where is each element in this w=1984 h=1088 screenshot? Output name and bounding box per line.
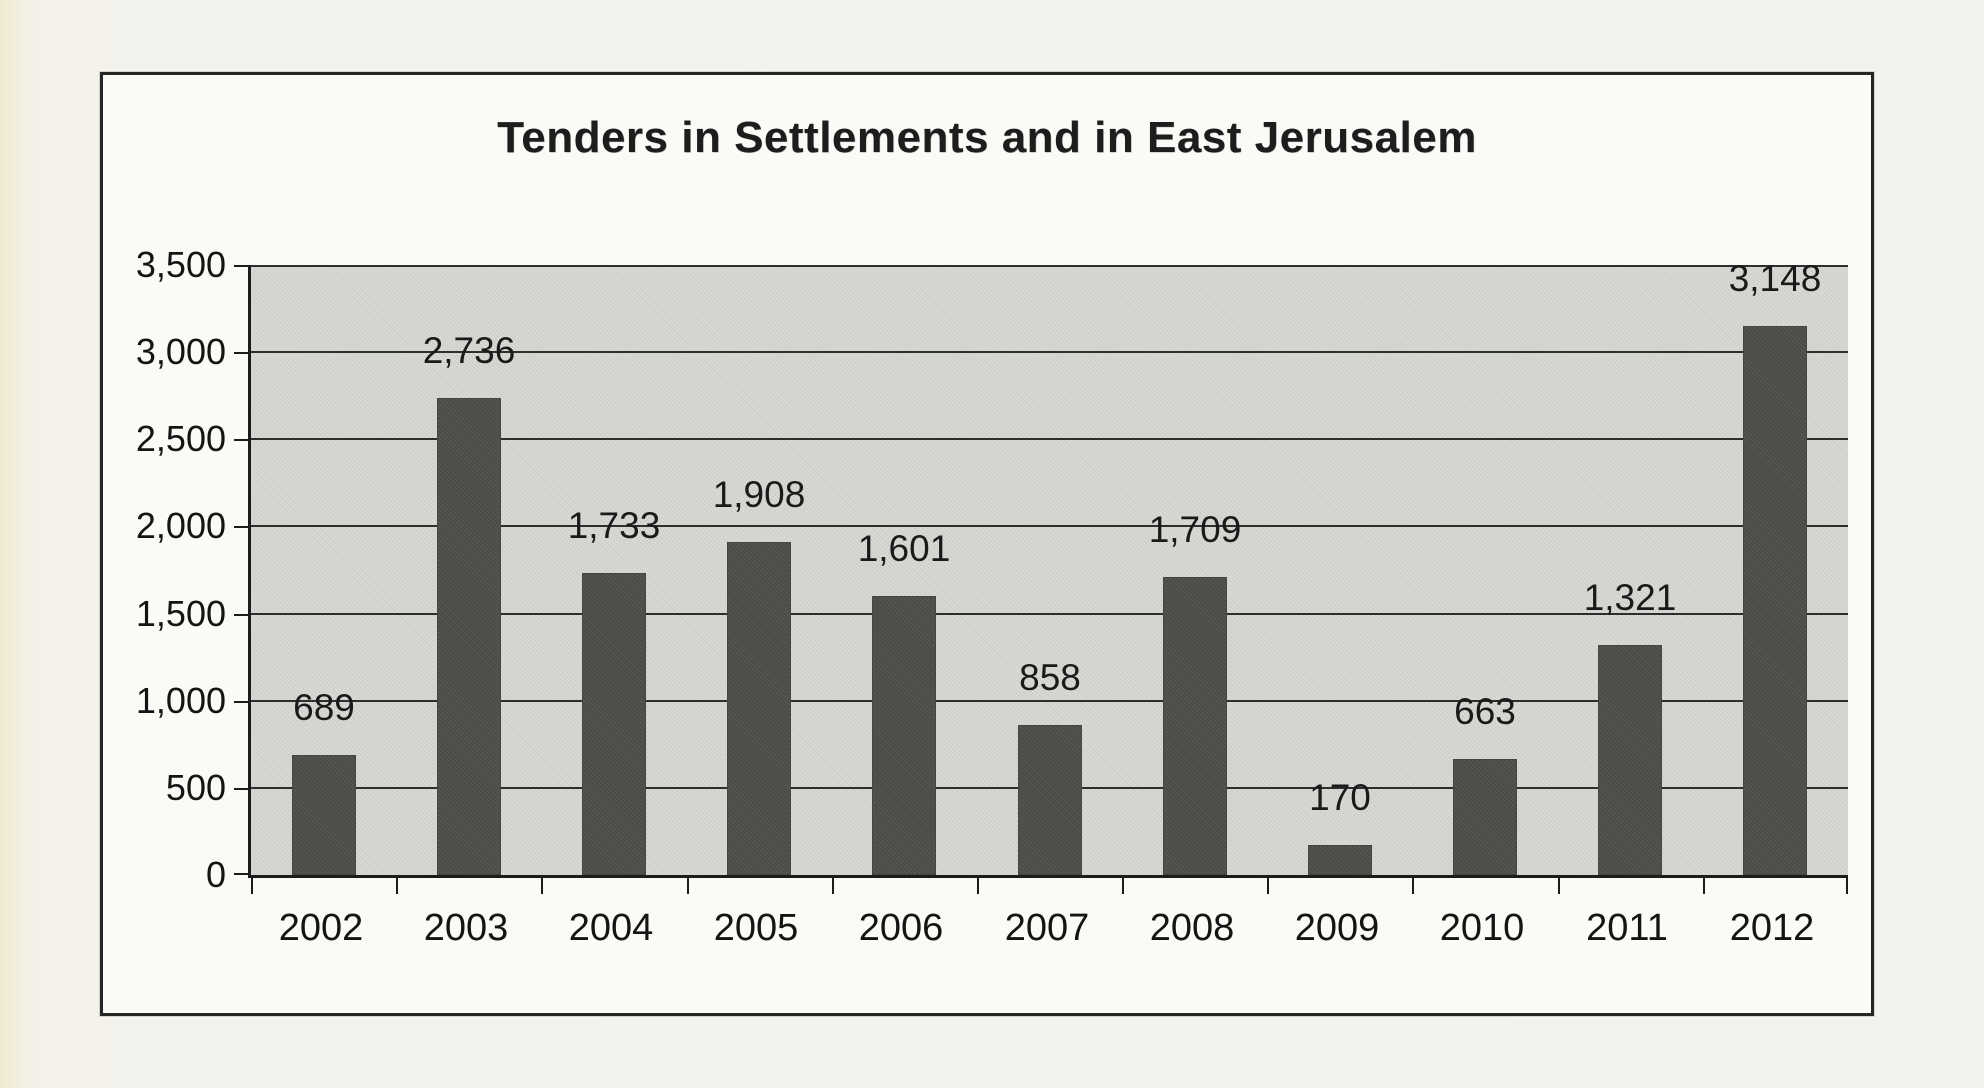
bar-value-label: 689: [293, 687, 355, 728]
y-axis-tick: [234, 526, 248, 529]
x-tick-label-2004: 2004: [568, 907, 654, 949]
x-axis-tick: [1702, 878, 1705, 894]
x-tick-label-2010: 2010: [1439, 907, 1525, 949]
bar-value-label: 1,908: [712, 474, 806, 515]
y-tick-label: 0: [205, 854, 226, 895]
x-tick-label-2002: 2002: [278, 907, 364, 949]
bar-value-label: 2,736: [422, 330, 516, 371]
bar-2003: [437, 398, 501, 875]
y-tick-label: 3,500: [135, 244, 226, 285]
y-axis-tick: [234, 873, 248, 875]
gridline: [251, 438, 1848, 441]
bar-value-label: 1,733: [567, 505, 661, 546]
x-axis-tick: [1557, 878, 1560, 894]
y-tick-label: 2,000: [135, 505, 226, 547]
bar-2011: [1598, 645, 1662, 875]
x-axis-tick: [541, 878, 544, 894]
bar-value-label: 3,148: [1728, 258, 1822, 299]
bar-2009: [1308, 845, 1372, 875]
gridline: [251, 612, 1848, 615]
x-axis-tick: [831, 878, 834, 894]
x-axis-tick: [1412, 878, 1415, 894]
chart-frame: Tenders in Settlements and in East Jerus…: [100, 72, 1874, 1016]
chart-title: Tenders in Settlements and in East Jerus…: [497, 113, 1477, 162]
y-axis-tick: [234, 787, 248, 790]
gridline: [251, 265, 1848, 267]
y-axis-tick: [234, 439, 248, 442]
x-axis-tick: [686, 878, 689, 894]
bar-value-label: 663: [1454, 691, 1516, 732]
bar-2010: [1453, 759, 1517, 875]
x-tick-label-2007: 2007: [1004, 907, 1090, 949]
bar-value-label: 1,601: [857, 528, 951, 569]
y-axis-tick: [234, 700, 248, 703]
gridline: [251, 525, 1848, 528]
y-axis-tick: [234, 613, 248, 616]
y-axis-tick: [234, 265, 248, 267]
x-axis-tick: [396, 878, 399, 894]
x-tick-label-2008: 2008: [1149, 907, 1235, 949]
bar-2012: [1743, 326, 1807, 875]
y-tick-label: 2,500: [135, 418, 226, 460]
bar-2008: [1163, 577, 1227, 875]
bar-2005: [727, 542, 791, 875]
bar-value-label: 858: [1019, 657, 1081, 698]
x-tick-label-2012: 2012: [1729, 907, 1815, 949]
x-axis-tick: [1122, 878, 1125, 894]
bar-2002: [292, 755, 356, 875]
x-tick-label-2003: 2003: [423, 907, 509, 949]
plot-area: 689 2,736 1,733 1,908 1,601 858 1,709 170 663 1,3…: [234, 260, 1848, 894]
bar-2006: [872, 596, 936, 875]
bar-value-label: 1,709: [1148, 509, 1242, 550]
x-axis-tick: [251, 878, 253, 894]
x-tick-label-2009: 2009: [1294, 907, 1380, 949]
y-tick-label: 1,000: [135, 679, 226, 721]
x-axis-tick: [1846, 878, 1848, 894]
x-tick-label-2005: 2005: [713, 907, 799, 949]
bar-2004: [582, 573, 646, 875]
y-tick-label: 500: [165, 766, 226, 808]
y-tick-label: 1,500: [135, 592, 226, 634]
gridline: [251, 699, 1848, 702]
y-tick-label: 3,000: [135, 331, 226, 373]
bar-value-label: 170: [1309, 777, 1371, 818]
x-tick-label-2006: 2006: [858, 907, 944, 949]
gridline: [251, 351, 1848, 354]
y-axis-tick: [234, 352, 248, 355]
x-axis-tick: [1267, 878, 1270, 894]
bar-value-label: 1,321: [1583, 577, 1677, 618]
x-tick-label-2011: 2011: [1586, 907, 1668, 949]
bar-2007: [1018, 725, 1082, 875]
x-axis-tick: [976, 878, 979, 894]
